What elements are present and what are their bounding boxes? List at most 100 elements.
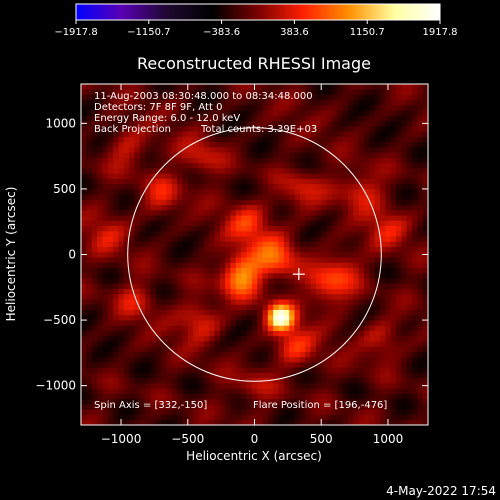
- heatmap-cell: [118, 283, 125, 289]
- heatmap-cell: [129, 141, 135, 148]
- heatmap-cell: [353, 272, 359, 279]
- heatmap-cell: [203, 388, 210, 394]
- heatmap-cell: [139, 367, 146, 373]
- heatmap-cell: [294, 325, 301, 331]
- heatmap-cell: [342, 241, 349, 248]
- heatmap-cell: [86, 346, 93, 352]
- heatmap-cell: [139, 398, 146, 405]
- heatmap-cell: [150, 293, 157, 300]
- heatmap-cell: [129, 162, 135, 169]
- heatmap-cell: [385, 194, 392, 200]
- heatmap-cell: [315, 246, 322, 253]
- heatmap-cell: [417, 183, 424, 190]
- heatmap-cell: [225, 409, 231, 415]
- heatmap-cell: [235, 188, 242, 195]
- heatmap-cell: [358, 220, 365, 227]
- heatmap-cell: [305, 288, 311, 295]
- heatmap-cell: [331, 283, 338, 289]
- heatmap-cell: [81, 377, 87, 384]
- heatmap-cell: [411, 99, 418, 106]
- heatmap-cell: [161, 94, 167, 101]
- heatmap-cell: [262, 209, 269, 216]
- heatmap-cell: [294, 157, 301, 164]
- heatmap-cell: [177, 414, 183, 421]
- heatmap-cell: [123, 241, 130, 248]
- heatmap-cell: [193, 230, 199, 237]
- heatmap-cell: [113, 293, 119, 300]
- heatmap-cell: [326, 157, 333, 164]
- heatmap-cell: [257, 330, 263, 337]
- heatmap-cell: [177, 104, 183, 111]
- heatmap-cell: [198, 120, 205, 127]
- heatmap-cell: [235, 230, 242, 237]
- heatmap-cell: [353, 267, 359, 274]
- heatmap-cell: [347, 404, 354, 410]
- heatmap-cell: [123, 356, 130, 363]
- heatmap-cell: [134, 404, 141, 410]
- heatmap-cell: [86, 220, 93, 227]
- heatmap-cell: [118, 146, 125, 153]
- heatmap-cell: [283, 272, 290, 279]
- heatmap-cell: [315, 388, 322, 394]
- heatmap-cell: [385, 131, 392, 137]
- heatmap-cell: [81, 230, 87, 237]
- heatmap-cell: [390, 89, 397, 95]
- heatmap-cell: [299, 94, 306, 101]
- heatmap-cell: [342, 236, 349, 242]
- heatmap-cell: [129, 173, 135, 179]
- heatmap-cell: [283, 246, 290, 253]
- heatmap-cell: [230, 199, 237, 206]
- heatmap-cell: [198, 272, 205, 279]
- heatmap-cell: [379, 309, 386, 316]
- heatmap-cell: [129, 230, 135, 237]
- heatmap-cell: [91, 320, 98, 326]
- heatmap-cell: [129, 304, 135, 310]
- heatmap-cell: [97, 225, 103, 232]
- heatmap-cell: [283, 131, 290, 137]
- heatmap-cell: [182, 419, 189, 425]
- heatmap-cell: [155, 288, 162, 295]
- heatmap-cell: [310, 335, 317, 342]
- heatmap-cell: [225, 225, 231, 232]
- heatmap-cell: [267, 204, 274, 211]
- heatmap-cell: [187, 125, 194, 132]
- heatmap-cell: [337, 414, 343, 421]
- heatmap-cell: [241, 362, 247, 368]
- heatmap-cell: [241, 236, 247, 242]
- heatmap-cell: [363, 299, 370, 305]
- heatmap-cell: [91, 178, 98, 185]
- heatmap-cell: [118, 236, 125, 242]
- heatmap-cell: [342, 220, 349, 227]
- heatmap-cell: [310, 262, 317, 269]
- heatmap-cell: [417, 157, 424, 164]
- heatmap-cell: [235, 209, 242, 216]
- heatmap-cell: [203, 246, 210, 253]
- heatmap-cell: [214, 419, 221, 425]
- heatmap-cell: [193, 325, 199, 331]
- heatmap-cell: [214, 141, 221, 148]
- heatmap-cell: [241, 141, 247, 148]
- heatmap-cell: [246, 236, 253, 242]
- heatmap-cell: [219, 272, 226, 279]
- heatmap-cell: [369, 314, 376, 321]
- heatmap-cell: [273, 104, 279, 111]
- heatmap-cell: [278, 131, 285, 137]
- heatmap-cell: [81, 325, 87, 331]
- heatmap-cell: [193, 89, 199, 95]
- heatmap-cell: [363, 320, 370, 326]
- heatmap-cell: [225, 241, 231, 248]
- heatmap-cell: [299, 104, 306, 111]
- heatmap-cell: [187, 204, 194, 211]
- heatmap-cell: [411, 157, 418, 164]
- heatmap-cell: [299, 409, 306, 415]
- heatmap-cell: [225, 115, 231, 122]
- heatmap-cell: [262, 398, 269, 405]
- heatmap-cell: [171, 120, 178, 127]
- heatmap-cell: [374, 351, 381, 358]
- heatmap-cell: [171, 272, 178, 279]
- heatmap-cell: [129, 419, 135, 425]
- heatmap-cell: [155, 230, 162, 237]
- heatmap-cell: [331, 351, 338, 358]
- heatmap-cell: [118, 204, 125, 211]
- heatmap-cell: [390, 272, 397, 279]
